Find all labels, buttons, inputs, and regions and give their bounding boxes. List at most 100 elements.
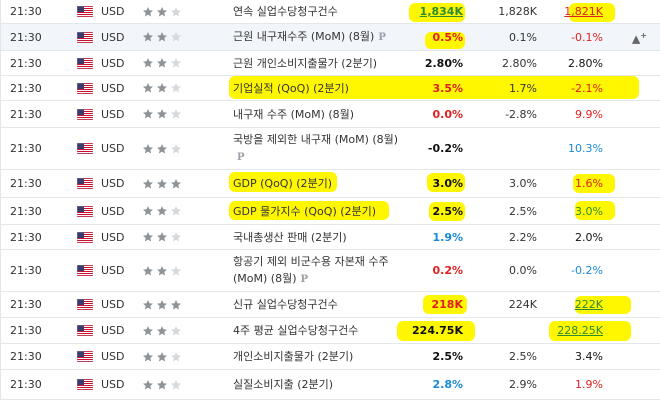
table-row[interactable]: 21:30 USD 4주 평균 실업수당청구건수 224.75K 228.25K [1,318,660,344]
currency-code: USD [101,107,125,121]
event-name[interactable]: 4주 평균 실업수당청구건수 [233,318,408,343]
forecast-value: 3.0% [509,177,537,190]
currency-code: USD [101,264,125,277]
event-label[interactable]: 내구재 수주 (MoM) (8월) [233,107,355,121]
event-time: 21:30 [10,324,42,337]
event-name[interactable]: 국방을 제외한 내구재 (MoM) (8월) P [233,128,408,169]
event-name[interactable]: GDP (QoQ) (2분기) [233,170,408,197]
importance-stars [142,198,182,224]
star-icon [142,351,154,363]
event-time: 21:30 [10,142,42,155]
event-label[interactable]: GDP (QoQ) (2분기) [233,177,333,190]
forecast-value: 2.2% [509,230,537,244]
event-name[interactable]: 항공기 제외 비군수용 자본재 수주 (MoM) (8월) P [233,250,408,291]
star-icon [156,108,168,120]
event-name[interactable]: 신규 실업수당청구건수 [233,292,408,317]
event-label[interactable]: 근원 개인소비지출물가 (2분기) [233,56,378,70]
event-name[interactable]: 개인소비지출물가 (2분기) [233,344,408,369]
event-label[interactable]: 4주 평균 실업수당청구건수 [233,324,359,337]
star-icon [170,325,182,337]
event-label[interactable]: 기업실적 (QoQ) (2분기) [233,81,349,95]
currency-code: USD [101,30,125,44]
importance-stars [142,318,182,343]
table-row[interactable]: 21:30 USD GDP (QoQ) (2분기) 3.0% 3.0% 1.6% [1,170,660,198]
event-time: 21:30 [10,30,42,44]
previous-value: -0.1% [571,30,603,44]
us-flag-icon [77,225,93,249]
star-icon [156,31,168,43]
table-row[interactable]: 21:30 USD 국내총생산 판매 (2분기) 1.9% 2.2% 2.0% [1,225,660,250]
us-flag-icon [77,250,93,291]
table-row[interactable]: 21:30 USD 실질소비지출 (2분기) 2.8% 2.9% 1.9% [1,370,660,400]
event-name[interactable]: 내구재 수주 (MoM) (8월) [233,101,408,127]
event-name[interactable]: 연속 실업수당청구건수 [233,0,408,23]
actual-value: 1.9% [432,230,463,244]
table-row[interactable]: 21:30 USD 항공기 제외 비군수용 자본재 수주 (MoM) (8월) P 0.… [1,250,660,292]
star-icon [156,82,168,94]
importance-stars [142,0,182,23]
event-label[interactable]: 근원 내구재수주 (MoM) (8월) [233,30,375,43]
highlight-marker [425,32,465,49]
event-label[interactable]: 국방을 제외한 내구재 (MoM) (8월) [233,133,399,146]
currency-code: USD [101,324,125,337]
forecast-value: 2.9% [509,378,537,391]
importance-stars [142,370,182,399]
event-label[interactable]: 항공기 제외 비군수용 자본재 수주 (MoM) (8월) [233,255,389,285]
currency-code: USD [101,230,125,244]
event-label[interactable]: 개인소비지출물가 (2분기) [233,350,354,363]
bell-plus-icon[interactable]: ▲+ [631,31,647,46]
highlight-marker [423,295,467,314]
preliminary-icon: P [378,32,386,43]
table-row[interactable]: 21:30 USD 내구재 수주 (MoM) (8월) 0.0% -2.8% 9.9% [1,101,660,128]
table-row[interactable]: 21:30 USD 근원 개인소비지출물가 (2분기) 2.80% 2.80% 2.80% [1,51,660,76]
importance-stars [142,225,182,249]
event-time: 21:30 [10,81,42,95]
actual-value: 224.75K [412,324,463,337]
highlight-marker [229,201,389,220]
event-label[interactable]: 신규 실업수당청구건수 [233,298,338,311]
us-flag-icon [77,318,93,343]
previous-value: 3.4% [575,350,603,363]
previous-value: 1.6% [575,177,603,190]
event-name[interactable]: 근원 개인소비지출물가 (2분기) [233,51,408,75]
actual-value: 0.2% [432,264,463,277]
event-name[interactable]: 실질소비지출 (2분기) [233,370,408,399]
actual-value: 3.5% [432,81,463,95]
preliminary-icon: P [237,152,245,163]
star-icon [142,6,154,18]
us-flag-icon [77,128,93,169]
event-time: 21:30 [10,264,42,277]
event-label[interactable]: 연속 실업수당청구건수 [233,5,338,18]
star-icon [156,299,168,311]
event-label[interactable]: GDP 물가지수 (QoQ) (2분기) [233,204,377,218]
star-icon [156,325,168,337]
event-name[interactable]: GDP 물가지수 (QoQ) (2분기) [233,198,408,224]
star-icon [142,31,154,43]
event-label[interactable]: 국내총생산 판매 (2분기) [233,230,347,244]
event-label[interactable]: 실질소비지출 (2분기) [233,378,334,391]
importance-stars [142,76,182,100]
event-name[interactable]: 근원 내구재수주 (MoM) (8월) P [233,24,408,50]
table-row[interactable]: 21:30 USD 기업실적 (QoQ) (2분기) 3.5% 1.7% -2.1% [1,76,660,101]
star-icon [142,143,154,155]
table-row[interactable]: 21:30 USD GDP 물가지수 (QoQ) (2분기) 2.5% 2.5% 3.0% [1,198,660,225]
star-icon [142,231,154,243]
star-icon [142,82,154,94]
event-name[interactable]: 기업실적 (QoQ) (2분기) [233,76,408,100]
previous-value: 2.80% [568,56,603,70]
star-icon [142,265,154,277]
star-icon [170,57,182,69]
us-flag-icon [77,292,93,317]
table-row[interactable]: 21:30 USD 신규 실업수당청구건수 218K 224K 222K [1,292,660,318]
event-name[interactable]: 국내총생산 판매 (2분기) [233,225,408,249]
highlight-marker [573,174,615,193]
table-row[interactable]: 21:30 USD 개인소비지출물가 (2분기) 2.5% 2.5% 3.4% [1,344,660,370]
table-row[interactable]: 21:30 USD 근원 내구재수주 (MoM) (8월) P 0.5% 0.1% -0.1… [1,24,660,51]
us-flag-icon [77,170,93,197]
table-row[interactable]: 21:30 USD 연속 실업수당청구건수 1,834K 1,828K 1,821K [1,0,660,24]
us-flag-icon [77,101,93,127]
star-icon [156,231,168,243]
forecast-value: 1,828K [498,5,537,18]
table-row[interactable]: 21:30 USD 국방을 제외한 내구재 (MoM) (8월) P -0.2% 10.3… [1,128,660,170]
actual-value: -0.2% [427,142,463,155]
